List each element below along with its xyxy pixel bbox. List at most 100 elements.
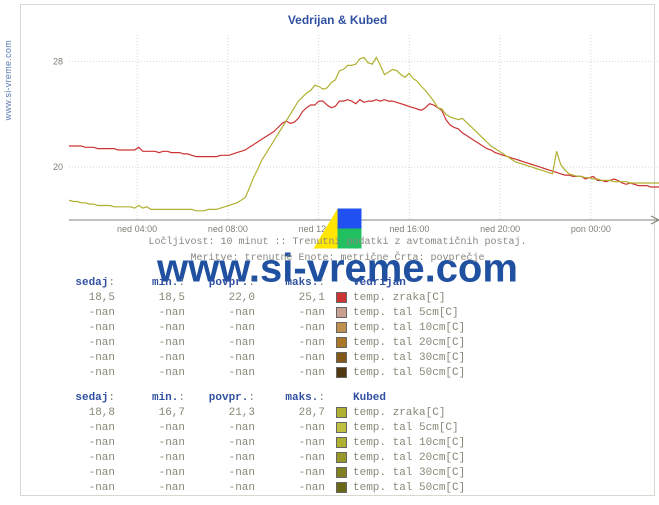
val-min: 16,7 (119, 407, 189, 419)
svg-text:ned 12:00: ned 12:00 (299, 224, 339, 234)
val-maks: -nan (259, 322, 329, 334)
series-label: temp. tal 5cm[C] (353, 422, 533, 434)
series-swatch-icon (336, 482, 347, 493)
table-row: -nan-nan-nan-nantemp. tal 5cm[C] (55, 305, 533, 320)
val-maks: -nan (259, 437, 329, 449)
val-maks: -nan (259, 467, 329, 479)
val-povpr: -nan (189, 307, 259, 319)
val-povpr: -nan (189, 452, 259, 464)
sidebar-url-text: www.si-vreme.com (3, 40, 13, 120)
val-povpr: -nan (189, 422, 259, 434)
val-sedaj: -nan (55, 482, 119, 494)
val-povpr: 22,0 (189, 292, 259, 304)
val-maks: -nan (259, 337, 329, 349)
val-maks: -nan (259, 367, 329, 379)
table-row: -nan-nan-nan-nantemp. tal 5cm[C] (55, 420, 533, 435)
val-povpr: -nan (189, 482, 259, 494)
svg-text:20: 20 (53, 162, 63, 172)
val-min: -nan (119, 467, 189, 479)
svg-text:ned 16:00: ned 16:00 (389, 224, 429, 234)
series-label: temp. tal 50cm[C] (353, 367, 533, 379)
table-row: -nan-nan-nan-nantemp. tal 10cm[C] (55, 435, 533, 450)
val-sedaj: -nan (55, 352, 119, 364)
val-povpr: -nan (189, 367, 259, 379)
svg-text:ned 04:00: ned 04:00 (117, 224, 157, 234)
series-label: temp. zraka[C] (353, 292, 533, 304)
series-label: temp. tal 10cm[C] (353, 437, 533, 449)
val-min: -nan (119, 307, 189, 319)
table-row: -nan-nan-nan-nantemp. tal 30cm[C] (55, 350, 533, 365)
val-povpr: -nan (189, 337, 259, 349)
series-swatch-icon (336, 437, 347, 448)
station-name: Kubed (353, 392, 533, 404)
series-swatch-icon (336, 322, 347, 333)
series-label: temp. tal 5cm[C] (353, 307, 533, 319)
val-min: -nan (119, 482, 189, 494)
table-header-row: sedaj:min.:povpr.:maks.:Vedrijan (55, 275, 533, 290)
val-min: -nan (119, 367, 189, 379)
table-row: -nan-nan-nan-nantemp. tal 20cm[C] (55, 335, 533, 350)
val-povpr: -nan (189, 467, 259, 479)
series-swatch-icon (336, 452, 347, 463)
series-label: temp. tal 30cm[C] (353, 467, 533, 479)
table-row: -nan-nan-nan-nantemp. tal 30cm[C] (55, 465, 533, 480)
val-povpr: 21,3 (189, 407, 259, 419)
station-table: sedaj:min.:povpr.:maks.:Vedrijan18,518,5… (55, 275, 533, 380)
series-label: temp. tal 20cm[C] (353, 337, 533, 349)
series-label: temp. zraka[C] (353, 407, 533, 419)
val-maks: 25,1 (259, 292, 329, 304)
table-header-row: sedaj:min.:povpr.:maks.: Kubed (55, 390, 533, 405)
series-label: temp. tal 50cm[C] (353, 482, 533, 494)
val-maks: -nan (259, 452, 329, 464)
val-min: -nan (119, 352, 189, 364)
chart-title: Vedrijan & Kubed (21, 13, 654, 27)
station-table: sedaj:min.:povpr.:maks.:Kubed18,816,721,… (55, 390, 533, 495)
val-min: -nan (119, 337, 189, 349)
subtitle-resolution: Ločljivost: 10 minut :: Trenutni podatki… (21, 237, 654, 248)
table-row: -nan-nan-nan-nantemp. tal 20cm[C] (55, 450, 533, 465)
val-min: -nan (119, 437, 189, 449)
col-maks: maks.: (259, 392, 329, 404)
table-row: -nan-nan-nan-nantemp. tal 50cm[C] (55, 480, 533, 495)
col-povpr: povpr.: (189, 392, 259, 404)
val-sedaj: -nan (55, 422, 119, 434)
val-maks: -nan (259, 482, 329, 494)
val-sedaj: -nan (55, 337, 119, 349)
svg-text:ned 20:00: ned 20:00 (480, 224, 520, 234)
col-maks: maks.: (259, 277, 329, 289)
series-swatch-icon (336, 307, 347, 318)
val-maks: -nan (259, 352, 329, 364)
val-sedaj: -nan (55, 437, 119, 449)
station-name: Vedrijan (353, 277, 533, 289)
table-row: -nan-nan-nan-nantemp. tal 10cm[C] (55, 320, 533, 335)
val-maks: 28,7 (259, 407, 329, 419)
series-swatch-icon (336, 422, 347, 433)
series-swatch-icon (336, 467, 347, 478)
val-sedaj: -nan (55, 322, 119, 334)
val-povpr: -nan (189, 437, 259, 449)
series-swatch-icon (336, 407, 347, 418)
val-sedaj: -nan (55, 467, 119, 479)
col-povpr: povpr.: (189, 277, 259, 289)
val-povpr: -nan (189, 352, 259, 364)
val-min: -nan (119, 452, 189, 464)
val-povpr: -nan (189, 322, 259, 334)
table-row: -nan-nan-nan-nantemp. tal 50cm[C] (55, 365, 533, 380)
col-sedaj: sedaj: (55, 392, 119, 404)
series-swatch-icon (336, 337, 347, 348)
data-tables: sedaj:min.:povpr.:maks.:Vedrijan18,518,5… (55, 275, 533, 505)
svg-text:pon 00:00: pon 00:00 (571, 224, 611, 234)
line-chart: ned 04:00ned 08:00ned 12:00ned 16:00ned … (69, 35, 659, 225)
val-min: 18,5 (119, 292, 189, 304)
series-label: temp. tal 30cm[C] (353, 352, 533, 364)
col-min: min.: (119, 392, 189, 404)
val-sedaj: -nan (55, 367, 119, 379)
table-row: 18,518,522,025,1temp. zraka[C] (55, 290, 533, 305)
main-frame: Vedrijan & Kubed ned 04:00ned 08:00ned 1… (20, 4, 655, 496)
val-maks: -nan (259, 307, 329, 319)
val-min: -nan (119, 322, 189, 334)
subtitle-units: Meritve: trenutne Enote: metrične Črta: … (21, 253, 654, 264)
val-sedaj: -nan (55, 452, 119, 464)
table-row: 18,816,721,328,7temp. zraka[C] (55, 405, 533, 420)
col-sedaj: sedaj: (55, 277, 119, 289)
